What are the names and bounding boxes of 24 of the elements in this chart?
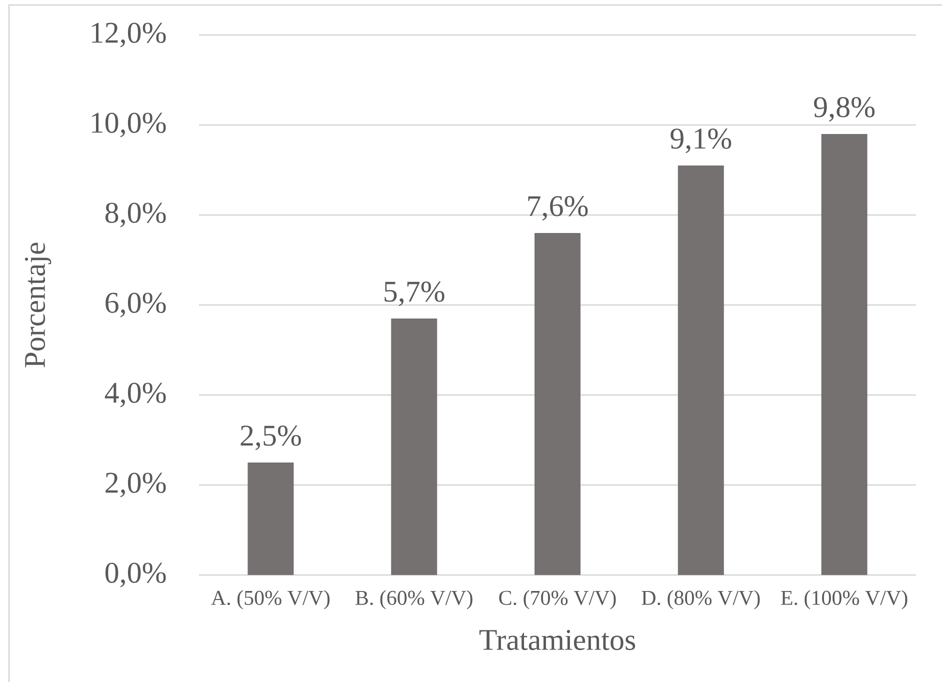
- bar: [821, 134, 868, 575]
- bar: [248, 462, 294, 575]
- bar: [391, 318, 438, 575]
- y-tick-label: 4,0%: [104, 382, 166, 408]
- bar: [678, 165, 724, 575]
- data-label: 5,7%: [384, 282, 444, 306]
- x-axis-title: Tratamientos: [479, 630, 636, 650]
- x-tick-label: B. (60% V/V): [356, 590, 472, 610]
- y-tick-label: 8,0%: [105, 202, 166, 228]
- y-tick-label: 2,0%: [106, 472, 166, 498]
- data-label: 7,6%: [528, 196, 588, 221]
- data-label: 9,1%: [670, 128, 732, 154]
- y-tick-label: 0,0%: [105, 562, 166, 588]
- data-label: 2,5%: [240, 426, 301, 450]
- x-tick-label: D. (80% V/V): [642, 590, 760, 610]
- y-tick-label: 6,0%: [106, 292, 166, 318]
- bar: [534, 232, 581, 575]
- x-tick-label: C. (70% V/V): [499, 590, 616, 610]
- y-tick-label: 12,0%: [92, 22, 166, 48]
- x-tick-label: A. (50% V/V): [211, 590, 330, 610]
- y-axis-title: Porcentaje: [24, 242, 52, 368]
- x-tick-label: E. (100% V/V): [781, 590, 908, 610]
- y-tick-label: 10,0%: [92, 112, 166, 138]
- data-label: 9,8%: [814, 97, 875, 122]
